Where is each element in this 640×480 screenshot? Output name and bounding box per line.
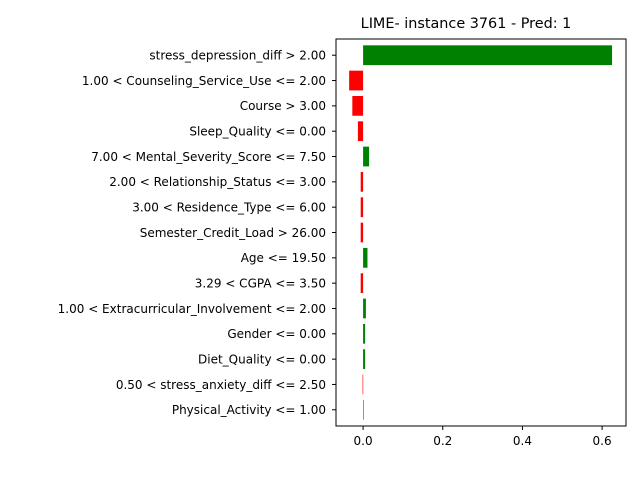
y-tick-label-1: 1.00 < Counseling_Service_Use <= 2.00: [82, 74, 326, 88]
bar-14: [363, 399, 364, 420]
bar-9: [360, 273, 364, 294]
bar-12: [363, 349, 366, 370]
y-tick-label-10: 1.00 < Extracurricular_Involvement <= 2.…: [58, 302, 326, 316]
y-tick-label-3: Sleep_Quality <= 0.00: [189, 124, 326, 138]
bar-0: [363, 45, 613, 66]
y-tick-label-5: 2.00 < Relationship_Status <= 3.00: [109, 175, 326, 189]
bar-2: [352, 95, 364, 116]
axes-frame: [335, 38, 627, 427]
x-tick-label-2: 0.4: [513, 434, 532, 448]
y-axis-ticks: stress_depression_diff > 2.00 1.00 < Coun…: [58, 49, 336, 417]
axes-spines: [335, 38, 627, 427]
chart-title: LIME- instance 3761 - Pred: 1: [361, 16, 572, 32]
bar-11: [363, 323, 366, 344]
y-tick-label-4: 7.00 < Mental_Severity_Score <= 7.50: [91, 150, 326, 164]
bar-6: [360, 197, 364, 218]
y-tick-label-0: stress_depression_diff > 2.00: [149, 49, 326, 63]
y-tick-label-11: Gender <= 0.00: [227, 327, 326, 341]
bar-1: [349, 70, 364, 91]
x-tick-label-1: 0.2: [433, 434, 452, 448]
bar-3: [357, 121, 364, 142]
y-tick-label-14: Physical_Activity <= 1.00: [172, 403, 326, 417]
y-tick-label-13: 0.50 < stress_anxiety_diff <= 2.50: [116, 378, 326, 392]
x-tick-label-0: 0.0: [354, 434, 373, 448]
x-axis-ticks: 0.0 0.2 0.4 0.6: [354, 426, 612, 448]
y-tick-label-9: 3.29 < CGPA <= 3.50: [195, 276, 326, 290]
y-tick-label-6: 3.00 < Residence_Type <= 6.00: [132, 200, 326, 214]
bar-8: [363, 247, 368, 268]
bar-4: [363, 146, 370, 167]
bar-10: [363, 298, 366, 319]
y-tick-label-12: Diet_Quality <= 0.00: [198, 352, 326, 366]
y-tick-label-8: Age <= 19.50: [241, 251, 326, 265]
y-tick-label-2: Course > 3.00: [240, 99, 326, 113]
x-tick-label-3: 0.6: [593, 434, 612, 448]
y-tick-label-7: Semester_Credit_Load > 26.00: [140, 226, 326, 240]
bar-7: [360, 222, 364, 243]
bars-layer: [349, 45, 613, 420]
bar-13: [362, 374, 364, 395]
bar-5: [360, 171, 364, 192]
